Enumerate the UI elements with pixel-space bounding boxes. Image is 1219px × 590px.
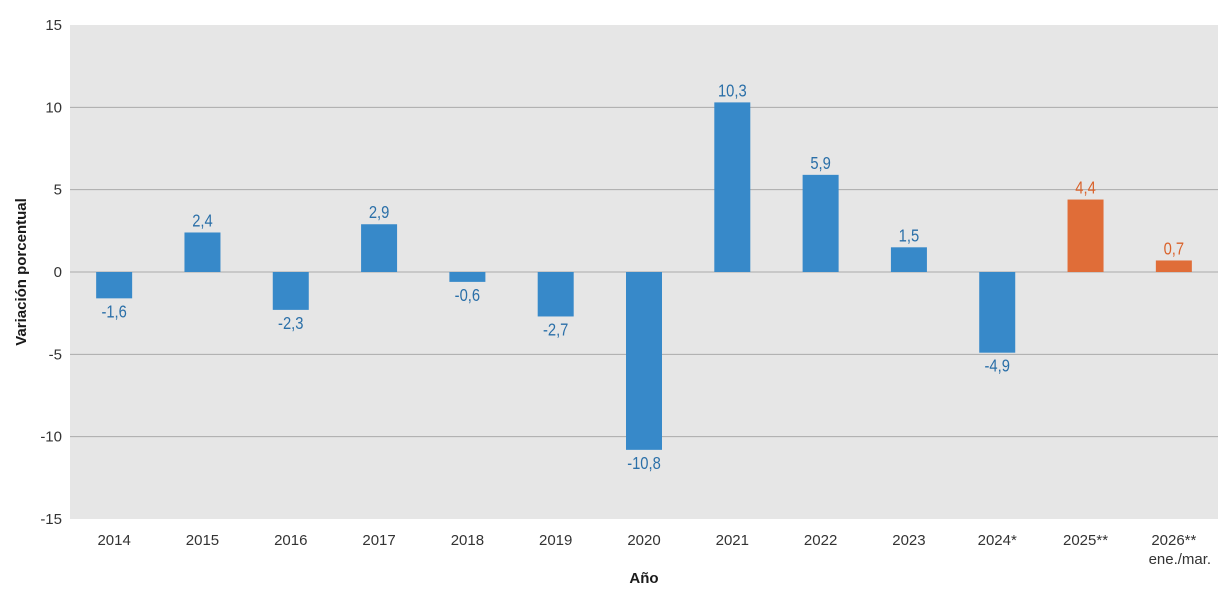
x-tick-sublabel: ene./mar.	[1149, 551, 1212, 568]
bars	[96, 102, 1192, 450]
x-tick-label: 2024*	[978, 532, 1017, 549]
data-label: -2,7	[543, 320, 568, 340]
x-tick-label: 2019	[539, 532, 572, 549]
y-axis-title: Variación porcentual	[13, 198, 30, 346]
bar-2023	[890, 247, 927, 272]
data-label: 1,5	[899, 226, 919, 246]
x-tick-label: 2020	[627, 532, 660, 549]
data-labels: -1,6 2,4 -2,3 2,9 -0,6 -2,7 -10,8 10,3 5,9 1,5 -4,…	[101, 81, 1184, 473]
bar-2026	[1155, 260, 1192, 272]
data-label: 2,9	[369, 203, 389, 223]
y-tick-label: 15	[45, 17, 62, 34]
bar-2024	[979, 272, 1016, 353]
x-tick-label: 2025**	[1063, 532, 1108, 549]
data-label: -10,8	[627, 454, 661, 474]
data-label: -1,6	[101, 302, 126, 322]
data-label: 4,4	[1075, 178, 1095, 198]
data-label: 10,3	[718, 81, 747, 101]
data-label: -4,9	[985, 356, 1010, 376]
data-label: -0,6	[455, 286, 480, 306]
y-tick-label: 10	[45, 99, 62, 116]
x-tick-label: 2026**	[1151, 532, 1196, 549]
bar-2014	[96, 272, 133, 299]
y-axis-ticks: -15 -10 -5 0 5 10 15	[40, 17, 62, 528]
data-label: -2,3	[278, 314, 303, 334]
x-tick-label: 2022	[804, 532, 837, 549]
x-tick-label: 2021	[716, 532, 749, 549]
x-tick-label: 2014	[97, 532, 130, 549]
y-tick-label: -10	[40, 429, 62, 446]
y-tick-label: -15	[40, 511, 62, 528]
x-tick-label: 2023	[892, 532, 925, 549]
bar-2017	[361, 224, 398, 272]
x-tick-label: 2018	[451, 532, 484, 549]
bar-2020	[626, 272, 662, 450]
x-axis-title: Año	[629, 570, 658, 587]
bar-2016	[272, 272, 309, 310]
x-axis-ticks: 2014 2015 2016 2017 2018 2019 2020 2021 2022 2023…	[97, 532, 1211, 568]
y-tick-label: -5	[49, 346, 62, 363]
data-label: 0,7	[1164, 239, 1184, 259]
data-label: 5,9	[810, 154, 830, 174]
bar-2022	[802, 174, 839, 272]
x-tick-label: 2017	[362, 532, 395, 549]
x-tick-label: 2016	[274, 532, 307, 549]
bar-2021	[714, 102, 751, 272]
y-tick-label: 0	[54, 264, 62, 281]
bar-2018	[449, 272, 486, 282]
bar-2019	[537, 272, 574, 317]
y-tick-label: 5	[54, 182, 62, 199]
bar-2025	[1067, 199, 1104, 272]
x-tick-label: 2015	[186, 532, 219, 549]
bar-2015	[184, 232, 221, 272]
data-label: 2,4	[192, 211, 212, 231]
